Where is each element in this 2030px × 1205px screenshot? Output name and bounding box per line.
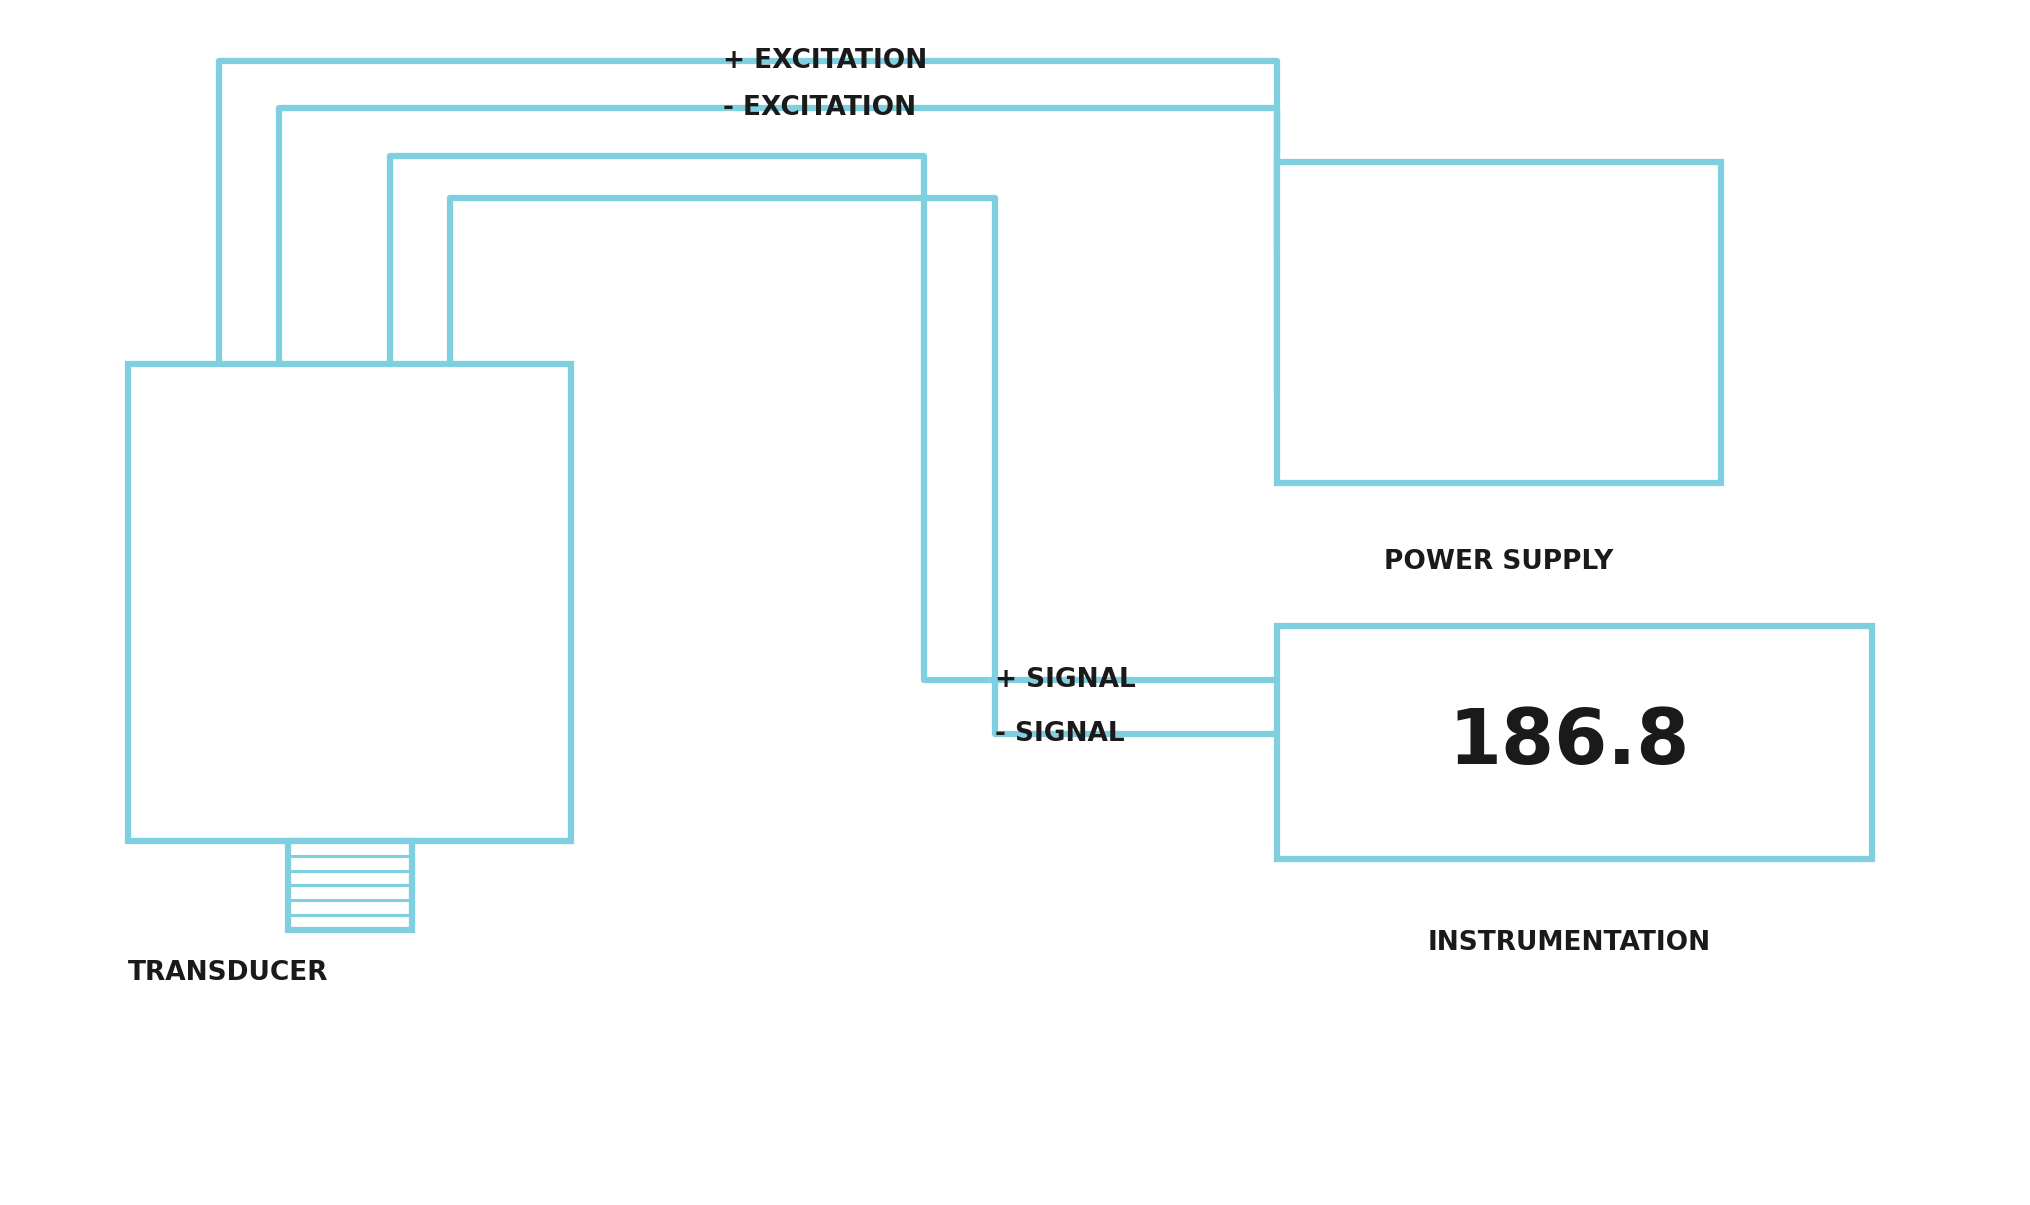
Text: POWER SUPPLY: POWER SUPPLY: [1384, 549, 1614, 575]
Text: - SIGNAL: - SIGNAL: [995, 721, 1125, 747]
Bar: [1277, 627, 1872, 859]
Text: - EXCITATION: - EXCITATION: [723, 95, 916, 122]
Text: TRANSDUCER: TRANSDUCER: [128, 960, 329, 986]
Bar: [128, 364, 572, 841]
Text: + SIGNAL: + SIGNAL: [995, 666, 1135, 693]
Bar: [1277, 161, 1721, 483]
Text: + EXCITATION: + EXCITATION: [723, 47, 928, 74]
Bar: [288, 841, 412, 930]
Text: INSTRUMENTATION: INSTRUMENTATION: [1427, 930, 1711, 956]
Text: 186.8: 186.8: [1449, 706, 1691, 780]
